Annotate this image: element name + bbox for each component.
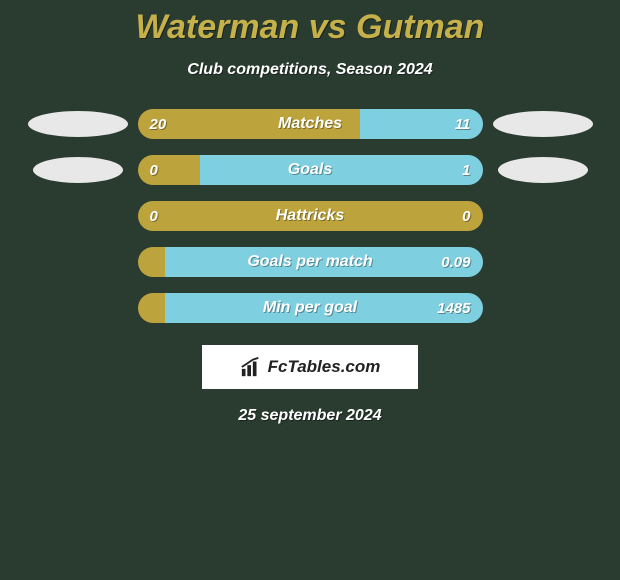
page-title: Waterman vs Gutman [0,0,620,47]
avatar-slot-right [483,157,603,183]
bar-segment-left [138,293,166,323]
stat-bar: Goals per match0.09 [138,247,483,277]
avatar-right [493,111,593,137]
stat-row: Goals01 [0,155,620,185]
stat-row: Matches2011 [0,109,620,139]
bar-segment-left [138,155,200,185]
bar-segment-left [138,201,483,231]
bar-segment-left [138,247,166,277]
bar-segment-left [138,109,361,139]
stats-container: Matches2011 Goals01 Hattricks00 Goals per m… [0,109,620,323]
bar-segment-right [360,109,482,139]
subtitle: Club competitions, Season 2024 [0,61,620,79]
bar-segment-right [165,247,482,277]
stat-row: Hattricks00 [0,201,620,231]
stat-row: Min per goal1485 [0,293,620,323]
avatar-slot-left [18,111,138,137]
stat-bar: Min per goal1485 [138,293,483,323]
stat-row: Goals per match0.09 [0,247,620,277]
avatar-left [28,111,128,137]
date-text: 25 september 2024 [0,407,620,425]
bar-chart-icon [240,356,262,378]
logo-text: FcTables.com [268,357,381,377]
avatar-left [33,157,123,183]
logo-box: FcTables.com [202,345,418,389]
stat-bar: Hattricks00 [138,201,483,231]
avatar-right [498,157,588,183]
avatar-slot-left [18,157,138,183]
stat-bar: Goals01 [138,155,483,185]
avatar-slot-right [483,111,603,137]
bar-segment-right [165,293,482,323]
bar-segment-right [200,155,483,185]
stat-bar: Matches2011 [138,109,483,139]
